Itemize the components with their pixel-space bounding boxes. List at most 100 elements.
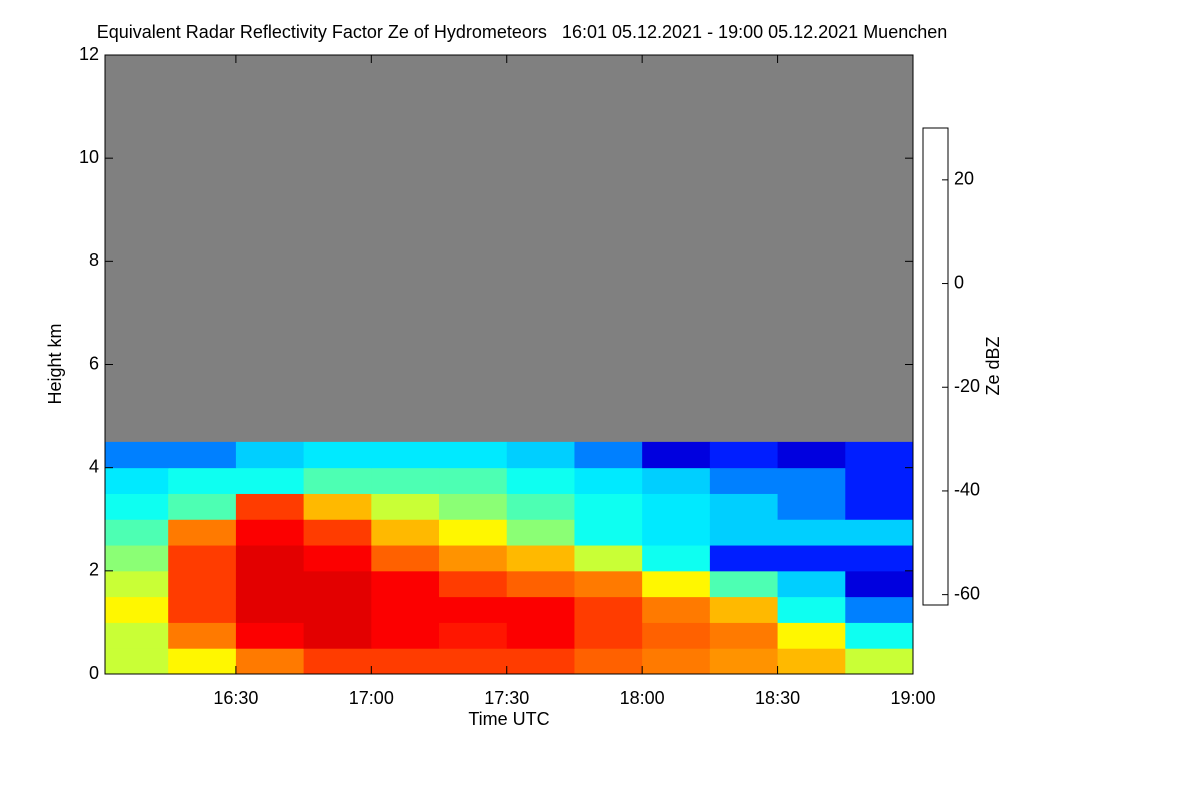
heatmap-cell (168, 493, 237, 520)
heatmap-cell (235, 441, 305, 469)
heatmap-cell (574, 441, 643, 469)
heatmap-cell (371, 545, 440, 572)
heatmap-cell (574, 467, 643, 494)
heatmap-cell (574, 622, 643, 649)
x-axis-label: Time UTC (468, 709, 549, 729)
heatmap-cell (709, 622, 779, 649)
heatmap-cell (371, 596, 440, 623)
y-tick-label: 2 (89, 560, 99, 580)
heatmap-cell (845, 596, 914, 623)
heatmap-cell (845, 545, 914, 572)
heatmap-cell (371, 493, 440, 520)
heatmap-cell (777, 596, 846, 623)
heatmap-cell (642, 648, 711, 675)
heatmap-cell (235, 596, 305, 623)
heatmap-cell (371, 467, 440, 494)
heatmap-cell (303, 570, 372, 598)
heatmap-cell (777, 622, 846, 649)
heatmap-cell (303, 441, 372, 469)
heatmap-cell (642, 441, 711, 469)
heatmap-cell (168, 570, 237, 598)
heatmap-cell (439, 467, 508, 494)
colorbar-tick-label: 0 (954, 272, 964, 292)
heatmap-cell (105, 493, 169, 520)
heatmap-cell (845, 570, 914, 598)
heatmap-cell (506, 596, 575, 623)
heatmap-cell (105, 622, 169, 649)
heatmap-cell (845, 648, 914, 675)
heatmap-cell (506, 467, 575, 494)
x-tick-label: 17:30 (484, 688, 529, 708)
heatmap-cell (439, 545, 508, 572)
colorbar-tick-label: -60 (954, 583, 980, 603)
heatmap-cell (777, 441, 846, 469)
x-tick-label: 19:00 (890, 688, 935, 708)
heatmap-cell (303, 545, 372, 572)
heatmap-cell (105, 648, 169, 675)
heatmap-cell (168, 596, 237, 623)
heatmap-cell (168, 519, 237, 546)
heatmap-cell (506, 519, 575, 546)
heatmap-cell (371, 648, 440, 675)
x-tick-label: 16:30 (213, 688, 258, 708)
heatmap-cell (777, 493, 846, 520)
heatmap-cell (642, 570, 711, 598)
heatmap-cell (506, 545, 575, 572)
y-tick-label: 6 (89, 353, 99, 373)
heatmap-cell (439, 441, 508, 469)
heatmap-cell (168, 622, 237, 649)
heatmap-cell (303, 519, 372, 546)
heatmap-cell (235, 519, 305, 546)
heatmap-cell (709, 648, 779, 675)
heatmap-cell (439, 648, 508, 675)
x-tick-label: 18:30 (755, 688, 800, 708)
heatmap-cell (642, 467, 711, 494)
heatmap-cell (168, 441, 237, 469)
colorbar-tick-label: -20 (954, 376, 980, 396)
y-tick-label: 8 (89, 250, 99, 270)
heatmap-cell (642, 622, 711, 649)
heatmap-cell (235, 622, 305, 649)
heatmap-cell (303, 648, 372, 675)
heatmap-cell (303, 622, 372, 649)
heatmap-cell (574, 545, 643, 572)
colorbar-label: Ze dBZ (983, 336, 1003, 395)
y-tick-label: 4 (89, 456, 99, 476)
heatmap-cell (105, 545, 169, 572)
heatmap-cell (709, 467, 779, 494)
colorbar (922, 127, 949, 606)
colorbar-tick-label: -40 (954, 480, 980, 500)
heatmap-cell (709, 596, 779, 623)
heatmap-cell (506, 648, 575, 675)
heatmap-cell (235, 648, 305, 675)
heatmap-cell (574, 648, 643, 675)
heatmap-cell (303, 467, 372, 494)
heatmap-cell (105, 596, 169, 623)
heatmap-cell (439, 570, 508, 598)
heatmap-cell (168, 545, 237, 572)
heatmap-cell (105, 519, 169, 546)
x-tick-label: 17:00 (349, 688, 394, 708)
x-tick-label: 18:00 (620, 688, 665, 708)
heatmap-cell (235, 467, 305, 494)
heatmap-cell (105, 570, 169, 598)
chart-title: Equivalent Radar Reflectivity Factor Ze … (97, 22, 948, 42)
heatmap-cell (439, 596, 508, 623)
heatmap-cell (845, 493, 914, 520)
heatmap-cell (777, 519, 846, 546)
heatmap-cell (642, 596, 711, 623)
heatmap-cell (709, 519, 779, 546)
heatmap-cell (709, 493, 779, 520)
heatmap-cell (506, 493, 575, 520)
heatmap-cell (371, 570, 440, 598)
heatmap-cell (642, 519, 711, 546)
heatmap-cell (371, 622, 440, 649)
heatmap-cell (709, 441, 779, 469)
heatmap-cell (506, 441, 575, 469)
heatmap-cell (777, 570, 846, 598)
heatmap-cell (235, 570, 305, 598)
heatmap-cell (105, 467, 169, 494)
heatmap-cell (642, 493, 711, 520)
heatmap-cell (371, 441, 440, 469)
